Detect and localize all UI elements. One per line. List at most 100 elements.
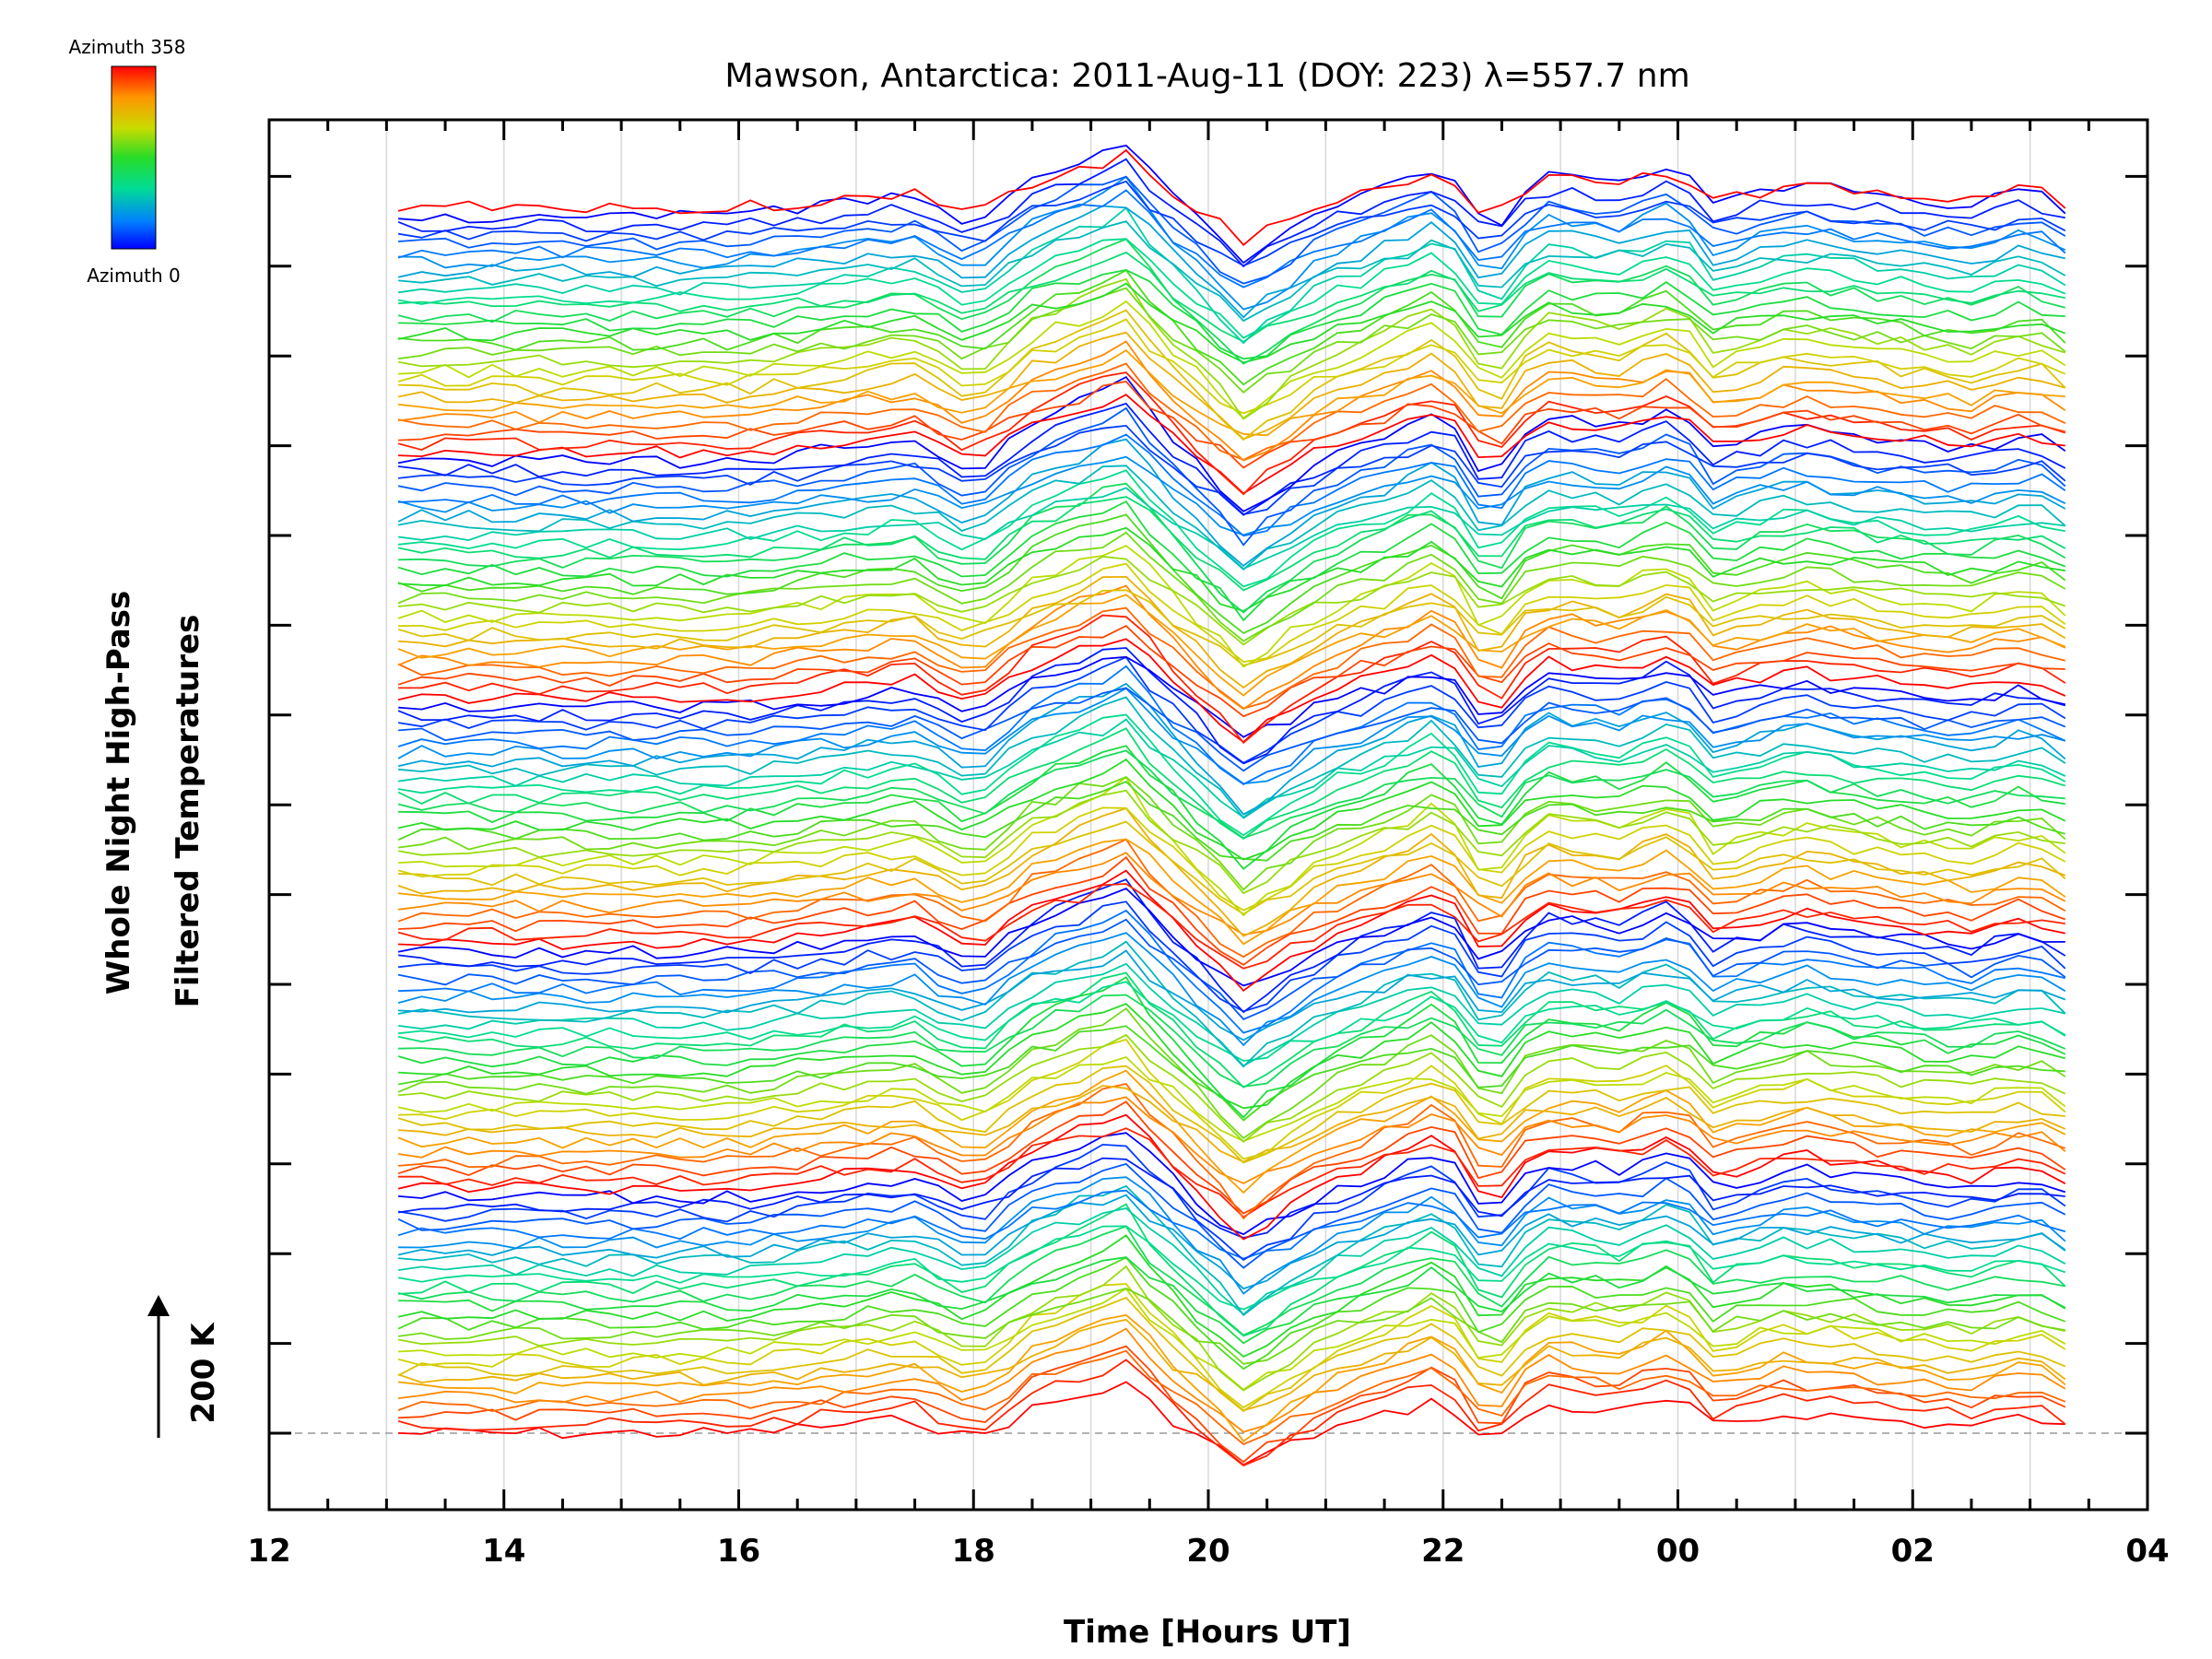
azimuth-series-line — [398, 1085, 2066, 1163]
azimuth-series-line — [397, 238, 2066, 365]
azimuth-series-line — [397, 500, 2066, 622]
azimuth-series-line — [398, 696, 2066, 819]
azimuth-series-line — [398, 820, 2066, 915]
azimuth-series-line — [398, 1176, 2066, 1295]
colorbar: Azimuth 358 Azimuth 0 — [69, 36, 186, 287]
azimuth-series-line — [398, 220, 2066, 323]
azimuth-series-line — [398, 1345, 2066, 1464]
azimuth-series-line — [397, 513, 2066, 634]
azimuth-series-line — [397, 1157, 2065, 1239]
azimuth-series-line — [397, 1025, 2065, 1122]
azimuth-series-line — [398, 555, 2066, 646]
azimuth-series-line — [397, 838, 2066, 959]
azimuth-series-line — [397, 682, 2066, 816]
x-tick-label: 16 — [717, 1533, 760, 1570]
azimuth-series-line — [397, 713, 2066, 837]
azimuth-series-line — [398, 775, 2066, 917]
azimuth-series-line — [397, 1069, 2066, 1194]
azimuth-series-line — [397, 148, 2066, 246]
azimuth-series-line — [397, 496, 2066, 592]
azimuth-series-line — [397, 531, 2066, 642]
azimuth-series-line — [397, 775, 2066, 891]
azimuth-series-line — [398, 309, 2066, 441]
azimuth-series-line — [397, 665, 2066, 785]
azimuth-series-line — [397, 1189, 2066, 1260]
azimuth-series-line — [397, 852, 2066, 936]
x-tick-label: 04 — [2125, 1533, 2169, 1570]
azimuth-series-line — [397, 402, 2066, 516]
azimuth-series-line — [397, 189, 2066, 288]
azimuth-series-line — [397, 1162, 2066, 1269]
colorbar-gradient — [111, 65, 157, 250]
azimuth-series-line — [397, 1327, 2066, 1433]
azimuth-series-line — [397, 718, 2066, 818]
azimuth-series-line — [397, 1349, 2066, 1445]
colorbar-top-label: Azimuth 358 — [69, 36, 186, 58]
x-tick-label: 14 — [482, 1533, 525, 1570]
scale-label: 200 K — [185, 1322, 222, 1424]
azimuth-series-line — [397, 205, 2065, 319]
azimuth-series-line — [397, 180, 2066, 267]
azimuth-series-line — [397, 545, 2066, 668]
azimuth-series-line — [397, 918, 2066, 1020]
azimuth-series-line — [397, 758, 2066, 861]
azimuth-series-line — [398, 380, 2066, 469]
azimuth-series-line — [398, 1038, 2066, 1160]
azimuth-series-line — [397, 638, 2066, 744]
azimuth-series-line — [398, 300, 2066, 419]
azimuth-series-line — [398, 869, 2065, 993]
x-tick-label: 18 — [952, 1533, 995, 1570]
azimuth-series-line — [398, 526, 2065, 612]
azimuth-series-line — [398, 269, 2066, 386]
azimuth-series-line — [397, 1096, 2066, 1184]
series-layer — [397, 144, 2066, 1467]
azimuth-series-line — [397, 287, 2066, 394]
azimuth-series-line — [398, 1132, 2066, 1236]
azimuth-series-line — [397, 727, 2066, 841]
azimuth-series-line — [397, 789, 2065, 895]
azimuth-series-line — [397, 465, 2066, 571]
azimuth-series-line — [397, 878, 2066, 1014]
azimuth-series-line — [398, 614, 2066, 745]
azimuth-series-line — [397, 375, 2066, 512]
x-tick-label: 12 — [247, 1533, 290, 1570]
azimuth-series-line — [397, 781, 2066, 862]
azimuth-series-line — [397, 625, 2065, 718]
azimuth-series-line — [397, 1113, 2066, 1241]
azimuth-series-line — [398, 482, 2066, 614]
x-tick-label: 22 — [1421, 1533, 1465, 1570]
azimuth-series-line — [398, 268, 2065, 360]
azimuth-series-line — [397, 976, 2066, 1119]
azimuth-series-line — [397, 1006, 2066, 1140]
azimuth-series-line — [397, 1143, 2066, 1262]
azimuth-series-line — [397, 1207, 2066, 1316]
azimuth-series-line — [397, 687, 2066, 785]
chart-title: Mawson, Antarctica: 2011-Aug-11 (DOY: 22… — [724, 57, 1689, 95]
x-axis-label: Time [Hours UT] — [1064, 1614, 1351, 1651]
azimuth-series-line — [397, 340, 2066, 462]
azimuth-series-line — [398, 469, 2065, 588]
azimuth-series-line — [398, 1203, 2066, 1337]
azimuth-series-line — [397, 1287, 2065, 1365]
azimuth-series-line — [397, 1359, 2066, 1467]
azimuth-series-line — [398, 433, 2066, 537]
azimuth-series-line — [397, 1225, 2066, 1311]
azimuth-series-line — [397, 655, 2066, 764]
azimuth-series-line — [397, 1065, 2065, 1164]
azimuth-series-line — [397, 883, 2065, 970]
azimuth-series-line — [398, 745, 2065, 870]
azimuth-series-line — [397, 206, 2066, 345]
azimuth-series-line — [397, 589, 2066, 666]
azimuth-series-line — [398, 251, 2065, 343]
azimuth-series-line — [398, 175, 2066, 311]
azimuth-series-line — [398, 1082, 2066, 1220]
azimuth-series-line — [397, 158, 2065, 268]
azimuth-series-line — [398, 994, 2066, 1088]
azimuth-series-line — [398, 1256, 2066, 1345]
azimuth-series-line — [398, 855, 2066, 966]
azimuth-series-line — [398, 1313, 2066, 1442]
x-tick-label: 00 — [1656, 1533, 1700, 1570]
azimuth-series-line — [398, 838, 2066, 946]
azimuth-series-line — [397, 1283, 2066, 1409]
